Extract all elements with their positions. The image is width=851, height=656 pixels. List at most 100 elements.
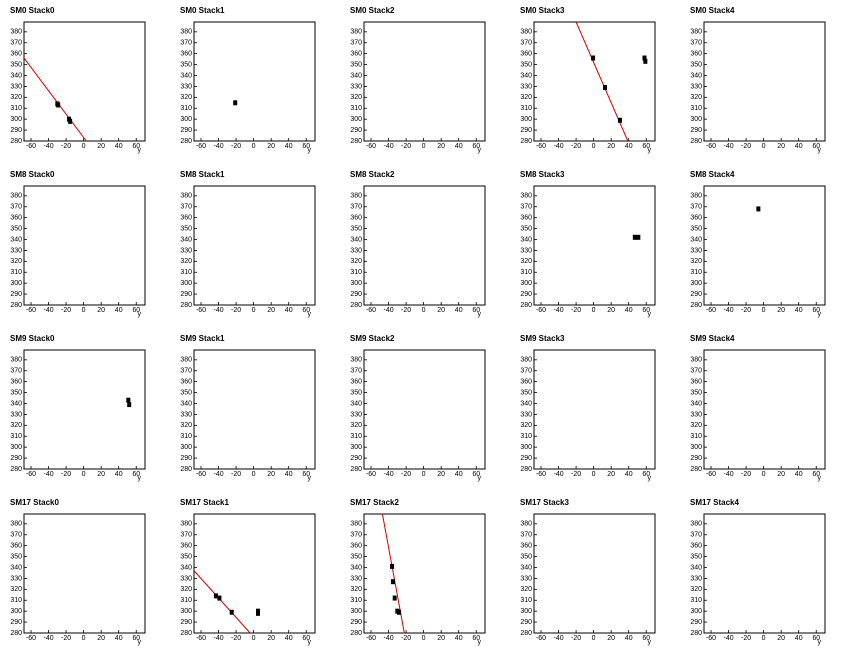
x-tick-label: 40	[795, 143, 803, 150]
hit-point	[256, 610, 261, 616]
y-tick-label: 370	[180, 40, 192, 47]
x-axis-label: y	[478, 639, 482, 646]
y-tick-label: 350	[180, 225, 192, 232]
y-tick-label: 370	[690, 40, 702, 47]
x-tick-label: 0	[592, 143, 596, 150]
x-tick-label: -20	[741, 307, 751, 314]
x-tick-label: 60	[642, 471, 650, 478]
x-tick-label: 0	[762, 143, 766, 150]
x-tick-label: 20	[437, 471, 445, 478]
frame	[23, 21, 146, 142]
y-tick-label: 380	[520, 521, 532, 528]
y-tick-label: 360	[10, 51, 22, 58]
x-tick-label: 20	[607, 635, 615, 642]
x-tick-label: -40	[553, 307, 563, 314]
fit-line	[24, 57, 87, 141]
y-tick-label: 370	[180, 368, 192, 375]
x-tick-label: 40	[115, 143, 123, 150]
y-tick-label: 360	[350, 215, 362, 222]
panel: SM8 Stack3 280 290 300 310 320 330 340 350 360 370…	[520, 170, 656, 318]
y-tick-label: 290	[350, 291, 362, 298]
y-tick-label: 300	[520, 444, 532, 451]
y-tick-label: 380	[520, 193, 532, 200]
y-tick-label: 370	[10, 40, 22, 47]
x-tick-label: 20	[777, 471, 785, 478]
panel: SM9 Stack1 280 290 300 310 320 330 340 350 360 370…	[180, 334, 316, 482]
panel-title: SM0 Stack1	[180, 6, 225, 15]
y-tick-label: 280	[180, 630, 192, 637]
panel: SM0 Stack4 280 290 300 310 320 330 340 350 360 370…	[690, 6, 826, 154]
x-tick-label: 0	[592, 307, 596, 314]
frame	[193, 349, 316, 470]
y-tick-label: 330	[350, 83, 362, 90]
x-tick-label: -60	[706, 635, 716, 642]
x-tick-label: 40	[455, 143, 463, 150]
x-tick-label: 40	[285, 635, 293, 642]
y-tick-label: 340	[180, 72, 192, 79]
y-tick-label: 380	[350, 193, 362, 200]
y-tick-label: 370	[10, 368, 22, 375]
y-tick-label: 300	[180, 608, 192, 615]
y-tick-label: 300	[350, 444, 362, 451]
x-tick-label: 20	[267, 307, 275, 314]
y-tick-label: 300	[690, 280, 702, 287]
y-tick-label: 370	[180, 204, 192, 211]
hit-point	[642, 55, 647, 61]
y-tick-label: 320	[350, 586, 362, 593]
x-tick-label: 60	[812, 307, 820, 314]
x-axis-label: y	[308, 147, 312, 154]
hit-point	[213, 593, 218, 599]
x-tick-label: 60	[132, 635, 140, 642]
y-tick-label: 310	[180, 269, 192, 276]
x-tick-label: 0	[82, 307, 86, 314]
y-tick-label: 290	[520, 455, 532, 462]
x-tick-label: -20	[741, 143, 751, 150]
y-tick-label: 380	[690, 357, 702, 364]
x-tick-label: -40	[553, 635, 563, 642]
x-tick-label: -40	[723, 471, 733, 478]
x-tick-label: -20	[401, 471, 411, 478]
y-tick-label: 290	[180, 619, 192, 626]
x-tick-label: -20	[401, 307, 411, 314]
x-tick-label: -20	[61, 471, 71, 478]
hit-point	[617, 117, 622, 123]
y-tick-label: 340	[350, 236, 362, 243]
y-tick-label: 350	[350, 225, 362, 232]
x-tick-label: 40	[455, 307, 463, 314]
y-tick-label: 290	[10, 455, 22, 462]
x-axis-label: y	[818, 639, 822, 646]
y-tick-label: 340	[180, 564, 192, 571]
y-tick-label: 350	[10, 225, 22, 232]
frame	[193, 185, 316, 306]
panel-title: SM17 Stack2	[350, 498, 399, 507]
x-axis-label: y	[308, 311, 312, 318]
y-tick-label: 300	[10, 444, 22, 451]
y-tick-label: 330	[10, 247, 22, 254]
y-tick-label: 290	[690, 619, 702, 626]
panel: SM0 Stack2 280 290 300 310 320 330 340 350 360 370…	[350, 6, 486, 154]
hit-point	[643, 58, 648, 64]
hit-point	[603, 85, 608, 91]
x-tick-label: -40	[43, 635, 53, 642]
y-tick-label: 350	[520, 225, 532, 232]
y-tick-label: 360	[350, 51, 362, 58]
y-tick-label: 350	[10, 61, 22, 68]
y-tick-label: 340	[690, 564, 702, 571]
y-tick-label: 360	[690, 379, 702, 386]
y-tick-label: 380	[180, 193, 192, 200]
panel-title: SM17 Stack4	[690, 498, 739, 507]
frame	[193, 21, 316, 142]
x-tick-label: 40	[795, 307, 803, 314]
x-tick-label: -60	[706, 143, 716, 150]
panel-title: SM0 Stack0	[10, 6, 55, 15]
y-tick-label: 300	[690, 116, 702, 123]
x-tick-label: -20	[61, 635, 71, 642]
y-tick-label: 280	[350, 630, 362, 637]
y-tick-label: 300	[180, 444, 192, 451]
y-tick-label: 340	[10, 400, 22, 407]
y-tick-label: 290	[180, 291, 192, 298]
y-tick-label: 370	[520, 40, 532, 47]
y-tick-label: 310	[180, 433, 192, 440]
y-tick-label: 310	[690, 597, 702, 604]
y-tick-label: 300	[520, 280, 532, 287]
